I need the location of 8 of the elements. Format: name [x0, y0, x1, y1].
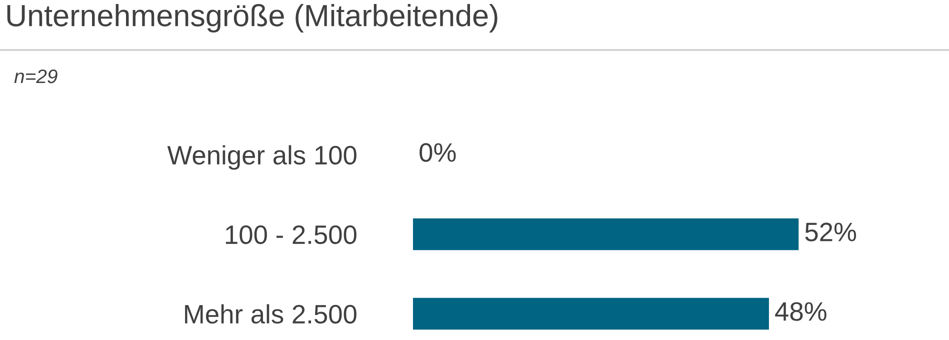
text: n=29	[14, 69, 58, 84]
data-label: 52%	[805, 222, 856, 242]
y-tick-label: Mehr als 2.500	[185, 304, 356, 324]
data-label: 48%	[775, 302, 826, 321]
chart-title: Unternehmensgröße (Mitarbeitende)	[7, 4, 498, 32]
y-tick-label: 100 - 2.500	[226, 225, 356, 244]
data-label: 0%	[420, 143, 456, 162]
y-tick-label: Weniger als 100	[167, 145, 356, 170]
